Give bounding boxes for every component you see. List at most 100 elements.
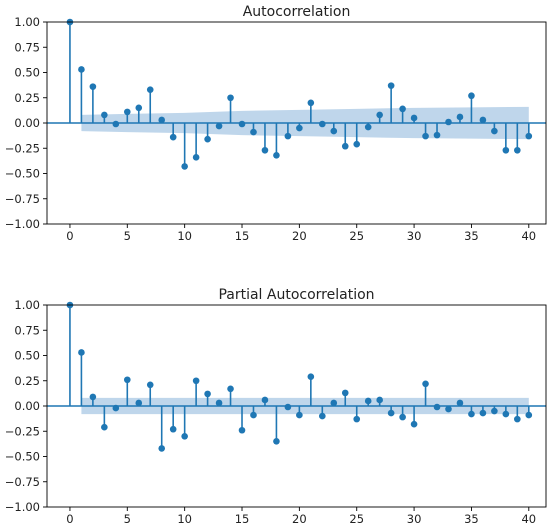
acf-point-lag-37: [491, 127, 498, 135]
acf-ytick-label-5: −0.25: [5, 141, 40, 155]
acf-point-lag-38: [502, 146, 510, 154]
acf-point-lag-4: [112, 120, 120, 128]
pacf-point-lag-2: [89, 393, 97, 401]
acf-ytick-label-1: 0.75: [14, 40, 40, 54]
acf-ytick-label-2: 0.50: [14, 66, 40, 80]
pacf-ytick-label-4: 0.00: [14, 399, 40, 413]
pacf-xtick-label-10: 10: [177, 512, 192, 526]
pacf-point-lag-8: [158, 445, 166, 452]
acf-ytick-label-3: 0.25: [14, 91, 40, 105]
pacf-point-lag-6: [135, 399, 143, 407]
acf-point-lag-28: [387, 82, 395, 89]
acf-ytick-label-4: 0.00: [14, 116, 40, 130]
pacf-xtick-label-5: 5: [124, 512, 131, 526]
acf-point-lag-8: [158, 116, 166, 124]
pacf-point-lag-5: [123, 376, 131, 384]
pacf-point-lag-25: [353, 415, 361, 423]
acf-point-lag-27: [376, 111, 383, 119]
acf-title: Autocorrelation: [243, 4, 351, 20]
pacf-point-lag-19: [284, 403, 292, 411]
acf-point-lag-17: [261, 146, 269, 154]
pacf-point-lag-40: [525, 411, 533, 419]
pacf-xtick-label-35: 35: [464, 512, 479, 526]
pacf-ytick-label-5: −0.25: [5, 424, 40, 438]
acf-point-lag-15: [238, 120, 246, 128]
acf-xtick-label-25: 25: [349, 229, 364, 243]
pacf-point-lag-16: [250, 411, 257, 419]
pacf-point-lag-36: [479, 409, 487, 417]
pacf-point-lag-9: [169, 425, 177, 433]
acf-point-lag-20: [296, 124, 303, 132]
pacf-point-lag-31: [422, 380, 429, 388]
pacf-xtick-label-15: 15: [235, 512, 250, 526]
acf-xtick-label-10: 10: [177, 229, 192, 243]
acf-xtick-label-35: 35: [464, 229, 479, 243]
pacf-point-lag-22: [319, 412, 326, 420]
pacf-xtick-label-30: 30: [407, 512, 422, 526]
pacf-point-lag-12: [204, 390, 211, 398]
pacf-point-lag-37: [491, 407, 498, 415]
pacf-xtick-label-40: 40: [521, 512, 536, 526]
pacf-point-lag-20: [296, 411, 303, 419]
acf-point-lag-3: [101, 111, 108, 119]
acf-point-lag-11: [192, 154, 200, 161]
pacf-point-lag-28: [387, 409, 395, 417]
acf-point-lag-19: [284, 132, 292, 140]
acf-point-lag-35: [468, 92, 475, 100]
acf-xtick-label-15: 15: [235, 229, 250, 243]
acf-point-lag-14: [227, 94, 234, 102]
pacf-ytick-label-0: 1.00: [14, 298, 40, 312]
pacf-point-lag-34: [456, 399, 464, 407]
acf-point-lag-24: [341, 142, 349, 150]
acf-point-lag-33: [445, 118, 452, 126]
pacf-point-lag-15: [238, 426, 246, 434]
acf-xtick-label-40: 40: [521, 229, 536, 243]
acf-point-lag-6: [135, 104, 143, 112]
acf-panel: Autocorrelation 0 5 10 15 20 25 30 35 40 1.00 0.75 0…: [5, 4, 547, 243]
pacf-point-lag-21: [307, 373, 315, 381]
acf-point-lag-31: [422, 132, 429, 140]
acf-ytick-label-0: 1.00: [14, 15, 40, 29]
pacf-xtick-label-25: 25: [349, 512, 364, 526]
acf-xtick-label-5: 5: [124, 229, 131, 243]
acf-xtick-label-20: 20: [292, 229, 307, 243]
pacf-point-lag-32: [433, 403, 441, 411]
acf-point-lag-10: [181, 163, 188, 170]
pacf-point-lag-17: [261, 396, 269, 404]
pacf-point-lag-39: [514, 415, 521, 423]
pacf-title: Partial Autocorrelation: [218, 287, 374, 303]
pacf-ytick-label-7: −0.75: [5, 475, 40, 489]
pacf-xtick-label-20: 20: [292, 512, 307, 526]
acf-point-lag-12: [204, 135, 211, 143]
acf-point-lag-30: [410, 114, 418, 122]
acf-point-lag-21: [307, 99, 315, 107]
acf-xtick-label-30: 30: [407, 229, 422, 243]
pacf-ytick-label-6: −0.50: [5, 450, 40, 464]
pacf-point-lag-10: [181, 433, 188, 440]
pacf-point-lag-33: [445, 405, 452, 413]
acf-point-lag-1: [78, 66, 85, 73]
pacf-point-lag-1: [78, 349, 85, 356]
acf-point-lag-22: [319, 120, 326, 128]
pacf-ytick-label-3: 0.25: [14, 374, 40, 388]
pacf-xtick-label-0: 0: [66, 512, 73, 526]
acf-point-lag-32: [433, 131, 441, 139]
acf-point-lag-18: [273, 152, 280, 159]
acf-ytick-label-7: −0.75: [5, 192, 40, 206]
pacf-point-lag-7: [146, 381, 154, 389]
acf-point-lag-7: [146, 86, 154, 93]
pacf-point-lag-4: [112, 404, 120, 412]
pacf-point-lag-30: [410, 420, 418, 428]
acf-point-lag-36: [479, 116, 487, 124]
pacf-ytick-label-1: 0.75: [14, 323, 40, 337]
pacf-panel: Partial Autocorrelation 0 5 10 15 20 25 30 35 40 1…: [5, 287, 547, 526]
acf-point-lag-40: [525, 132, 533, 140]
pacf-point-lag-13: [215, 399, 223, 407]
pacf-ytick-label-2: 0.50: [14, 349, 40, 363]
acf-point-lag-26: [364, 123, 372, 131]
acf-point-lag-39: [514, 146, 521, 154]
acf-point-lag-23: [330, 127, 338, 135]
pacf-point-lag-3: [101, 423, 108, 431]
